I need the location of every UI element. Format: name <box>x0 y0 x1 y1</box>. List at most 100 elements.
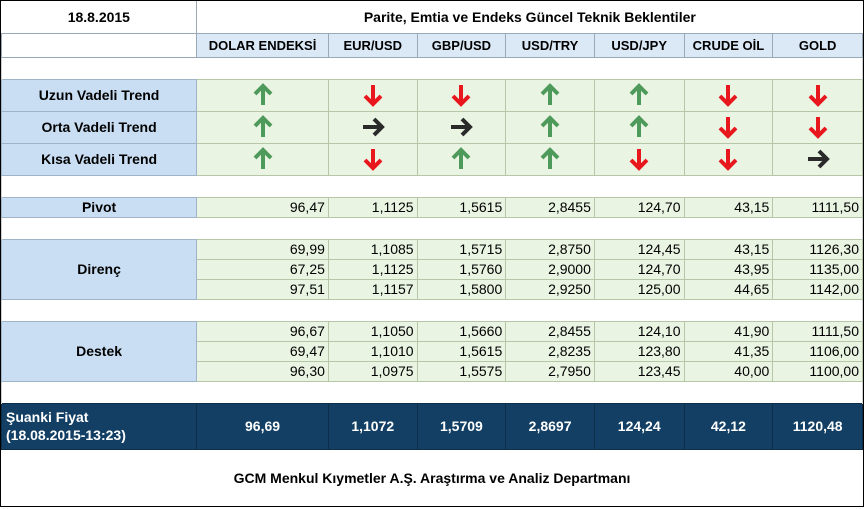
trend-cell <box>593 142 685 176</box>
trend-cell <box>416 78 507 112</box>
support-value: 2,8235 <box>505 340 595 362</box>
support-value: 40,00 <box>683 360 774 382</box>
resistance-value: 43,15 <box>683 238 774 260</box>
sheet-title: Parite, Emtia ve Endeks Güncel Teknik Be… <box>196 1 863 33</box>
trend-cell <box>683 142 774 176</box>
arrow-down-icon <box>363 149 383 171</box>
trend-cell <box>416 110 507 144</box>
resistance-value: 1,5800 <box>416 278 507 300</box>
column-header: GOLD <box>772 32 863 58</box>
pivot-value: 1111,50 <box>772 196 863 218</box>
current-price-value: 1,5709 <box>416 402 507 450</box>
trend-cell <box>683 78 774 112</box>
resistance-value: 1126,30 <box>772 238 863 260</box>
trend-label: Kısa Vadeli Trend <box>0 142 198 176</box>
spacer <box>1 57 863 79</box>
support-label: Destek <box>0 320 198 382</box>
spacer <box>1 175 863 197</box>
trend-cell <box>505 110 595 144</box>
spacer <box>1 217 863 239</box>
current-price-value: 96,69 <box>196 402 329 450</box>
footer-text: GCM Menkul Kıymetler A.Ş. Araştırma ve A… <box>233 470 631 487</box>
arrow-right-icon <box>807 149 830 169</box>
pivot-value: 2,8455 <box>505 196 595 218</box>
support-value: 41,90 <box>683 320 774 342</box>
support-value: 96,67 <box>196 320 329 342</box>
resistance-value: 97,51 <box>196 278 329 300</box>
resistance-value: 124,70 <box>593 258 685 280</box>
resistance-value: 125,00 <box>593 278 685 300</box>
resistance-value: 124,45 <box>593 238 685 260</box>
arrow-up-icon <box>451 147 471 169</box>
resistance-label: Direnç <box>0 238 198 300</box>
support-value: 124,10 <box>593 320 685 342</box>
pivot-value: 43,15 <box>683 196 774 218</box>
pivot-value: 96,47 <box>196 196 329 218</box>
trend-cell <box>327 142 418 176</box>
trend-label: Orta Vadeli Trend <box>0 110 198 144</box>
trend-cell <box>416 142 507 176</box>
resistance-value: 44,65 <box>683 278 774 300</box>
resistance-value: 2,8750 <box>505 238 595 260</box>
arrow-down-icon <box>808 85 828 107</box>
column-header: EUR/USD <box>327 32 418 58</box>
support-value: 41,35 <box>683 340 774 362</box>
trend-cell <box>772 78 863 112</box>
support-value: 1,1050 <box>327 320 418 342</box>
spacer <box>1 299 863 321</box>
pivot-value: 1,1125 <box>327 196 418 218</box>
current-price-value: 1120,48 <box>772 402 863 450</box>
pivot-value: 124,70 <box>593 196 685 218</box>
arrow-down-icon <box>808 117 828 139</box>
current-price-value: 1,1072 <box>327 402 418 450</box>
trend-cell <box>505 78 595 112</box>
column-header: GBP/USD <box>416 32 507 58</box>
resistance-value: 1,5760 <box>416 258 507 280</box>
support-value: 96,30 <box>196 360 329 382</box>
resistance-value: 1135,00 <box>772 258 863 280</box>
resistance-value: 43,95 <box>683 258 774 280</box>
arrow-up-icon <box>253 147 272 169</box>
arrow-down-icon <box>719 85 738 107</box>
trend-cell <box>196 142 329 176</box>
current-price-value: 124,24 <box>593 402 685 450</box>
trend-cell <box>772 110 863 144</box>
trend-cell <box>327 110 418 144</box>
current-price-label: Şuanki Fiyat (18.08.2015-13:23) <box>0 402 198 450</box>
pivot-value: 1,5615 <box>416 196 507 218</box>
resistance-value: 1,5715 <box>416 238 507 260</box>
resistance-value: 69,99 <box>196 238 329 260</box>
support-value: 1111,50 <box>772 320 863 342</box>
arrow-up-icon <box>629 115 649 137</box>
trend-label: Uzun Vadeli Trend <box>0 78 198 112</box>
column-header: DOLAR ENDEKSİ <box>196 32 329 58</box>
resistance-value: 1142,00 <box>772 278 863 300</box>
pivot-label: Pivot <box>0 196 198 218</box>
trend-cell <box>196 110 329 144</box>
arrow-down-icon <box>719 117 738 139</box>
resistance-value: 2,9250 <box>505 278 595 300</box>
current-price-value: 2,8697 <box>505 402 595 450</box>
support-value: 123,80 <box>593 340 685 362</box>
arrow-up-icon <box>540 115 560 137</box>
arrow-down-icon <box>629 149 649 171</box>
header-blank <box>0 32 198 58</box>
trend-cell <box>772 142 863 176</box>
arrow-right-icon <box>451 117 474 137</box>
arrow-right-icon <box>362 117 385 137</box>
support-value: 1106,00 <box>772 340 863 362</box>
column-header: USD/TRY <box>505 32 595 58</box>
date-label: 18.8.2015 <box>67 8 130 25</box>
column-header: USD/JPY <box>593 32 685 58</box>
resistance-value: 1,1125 <box>327 258 418 280</box>
column-header: CRUDE OİL <box>683 32 774 58</box>
resistance-value: 1,1157 <box>327 278 418 300</box>
arrow-up-icon <box>253 115 272 137</box>
support-value: 2,7950 <box>505 360 595 382</box>
arrow-down-icon <box>719 149 738 171</box>
trend-cell <box>196 78 329 112</box>
arrow-up-icon <box>540 147 560 169</box>
spacer <box>1 381 863 403</box>
arrow-down-icon <box>363 85 383 107</box>
